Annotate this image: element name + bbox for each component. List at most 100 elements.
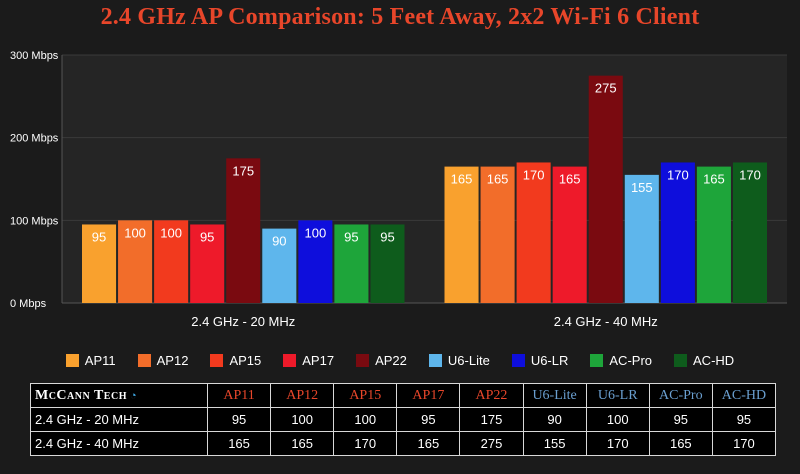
legend-item: AC-HD xyxy=(674,350,734,370)
legend-swatch xyxy=(65,353,79,367)
table-cell: 165 xyxy=(648,431,713,456)
legend-label: AP17 xyxy=(302,352,335,368)
legend-label: AP22 xyxy=(375,352,407,368)
chart-title: 2.4 GHz AP Comparison: 5 Feet Away, 2x2 … xyxy=(100,4,700,30)
table-cell: 175 xyxy=(459,407,524,432)
brand-logo: McCann Tech xyxy=(35,388,127,403)
legend-label: AC-Pro xyxy=(609,352,653,368)
table-cell: 170 xyxy=(711,431,777,456)
data-label: 165 xyxy=(559,172,581,187)
data-label: 155 xyxy=(631,180,653,195)
table-cell: 95 xyxy=(711,407,777,432)
legend-swatch xyxy=(137,353,151,367)
table-cell: 170 xyxy=(585,431,650,456)
bar-ap15-1 xyxy=(154,220,189,303)
bar-u6-lr-1 xyxy=(298,220,333,303)
table-header-row: McCann Tech ◔ AP11 AP12 AP15 AP17 AP22 U6-Lite… xyxy=(30,383,777,408)
table-cell: 95 xyxy=(648,407,713,432)
legend-item: AP11 xyxy=(65,350,116,370)
legend-swatch xyxy=(210,353,224,367)
table-column-header: AP22 xyxy=(459,383,524,408)
table-column-header: AC-HD xyxy=(711,383,777,408)
brand-cell: McCann Tech ◔ xyxy=(30,383,208,408)
legend-item: U6-Lite xyxy=(428,350,490,370)
table-column-header: AC-Pro xyxy=(648,383,713,408)
legend-swatch xyxy=(356,353,370,367)
x-category-label: 2.4 GHz - 20 MHz xyxy=(191,314,295,329)
legend-swatch xyxy=(511,353,525,367)
bar-ap22-1 xyxy=(226,158,261,303)
data-label: 100 xyxy=(305,225,327,240)
legend-swatch xyxy=(283,353,297,367)
bar-ac-pro-1 xyxy=(334,224,369,303)
legend-item: AP12 xyxy=(137,350,189,370)
legend-label: U6-Lite xyxy=(447,352,490,368)
y-tick-label: 300 Mbps xyxy=(10,50,59,62)
bar-ap11-2 xyxy=(444,166,479,303)
table-column-header: U6-Lite xyxy=(522,383,587,408)
legend-label: AP12 xyxy=(156,352,189,368)
data-label: 170 xyxy=(667,167,689,182)
legend-item: AC-Pro xyxy=(590,350,652,370)
data-label: 275 xyxy=(595,81,617,96)
table-cell: 165 xyxy=(270,431,335,456)
bar-ap15-2 xyxy=(516,162,551,303)
legend-item: AP15 xyxy=(210,350,261,370)
table-column-header: AP15 xyxy=(333,383,398,408)
data-label: 100 xyxy=(124,225,146,240)
table-row: 2.4 GHz - 40 MHz 165 165 170 165 275 155 170 165… xyxy=(30,431,777,456)
table-cell: 100 xyxy=(333,407,398,432)
data-label: 95 xyxy=(344,229,358,244)
table-column-header: AP17 xyxy=(396,383,461,408)
table-cell: 90 xyxy=(522,407,587,432)
data-table: McCann Tech ◔ AP11 AP12 AP15 AP17 AP22 U6-Lite… xyxy=(30,383,777,456)
data-label: 170 xyxy=(739,167,761,182)
data-label: 95 xyxy=(200,229,214,244)
legend-item: AP17 xyxy=(283,350,334,370)
table-row-label: 2.4 GHz - 20 MHz xyxy=(30,407,208,432)
y-tick-label: 200 Mbps xyxy=(10,133,59,145)
y-tick-label: 0 Mbps xyxy=(10,298,47,310)
legend-item: AP22 xyxy=(356,350,407,370)
bar-ap22-2 xyxy=(588,75,623,304)
data-label: 95 xyxy=(92,229,106,244)
wifi-icon: ◔ xyxy=(126,390,137,402)
x-category-label: 2.4 GHz - 40 MHz xyxy=(554,314,658,329)
bar-ap17-1 xyxy=(190,224,225,303)
table-row: 2.4 GHz - 20 MHz 95 100 100 95 175 90 100 95 95 xyxy=(30,407,777,432)
table-cell: 100 xyxy=(585,407,650,432)
table-cell: 275 xyxy=(459,431,524,456)
table-column-header: U6-LR xyxy=(585,383,650,408)
table-cell: 95 xyxy=(206,407,272,432)
legend-item: U6-LR xyxy=(511,350,569,370)
bar-ac-hd-2 xyxy=(732,162,767,303)
legend-label: AP15 xyxy=(229,352,262,368)
table-cell: 100 xyxy=(270,407,335,432)
bar-u6-lr-2 xyxy=(660,162,695,303)
legend-swatch xyxy=(428,353,442,367)
data-label: 170 xyxy=(523,167,545,182)
legend-label: AP11 xyxy=(84,352,116,368)
data-label: 90 xyxy=(272,234,286,249)
legend-label: U6-LR xyxy=(530,352,569,368)
table-cell: 165 xyxy=(206,431,272,456)
legend-label: AC-HD xyxy=(693,352,735,368)
legend-swatch xyxy=(674,353,688,367)
bar-ap17-2 xyxy=(552,166,587,303)
bar-ac-pro-2 xyxy=(696,166,731,303)
data-label: 95 xyxy=(380,229,394,244)
table-cell: 95 xyxy=(396,407,461,432)
bar-u6-lite-2 xyxy=(624,174,659,303)
table-row-label: 2.4 GHz - 40 MHz xyxy=(30,431,208,456)
data-label: 100 xyxy=(160,225,182,240)
table-cell: 170 xyxy=(333,431,398,456)
bar-ap11-1 xyxy=(82,224,117,303)
bar-ac-hd-1 xyxy=(370,224,405,303)
data-label: 175 xyxy=(232,163,254,178)
chart-legend: AP11 AP12 AP15 AP17 AP22 U6-Lite U6-LR AC-Pro AC… xyxy=(0,350,800,370)
table-cell: 165 xyxy=(396,431,461,456)
table-column-header: AP12 xyxy=(270,383,335,408)
bar-u6-lite-1 xyxy=(262,228,297,303)
data-label: 165 xyxy=(487,172,509,187)
bar-ap12-2 xyxy=(480,166,515,303)
